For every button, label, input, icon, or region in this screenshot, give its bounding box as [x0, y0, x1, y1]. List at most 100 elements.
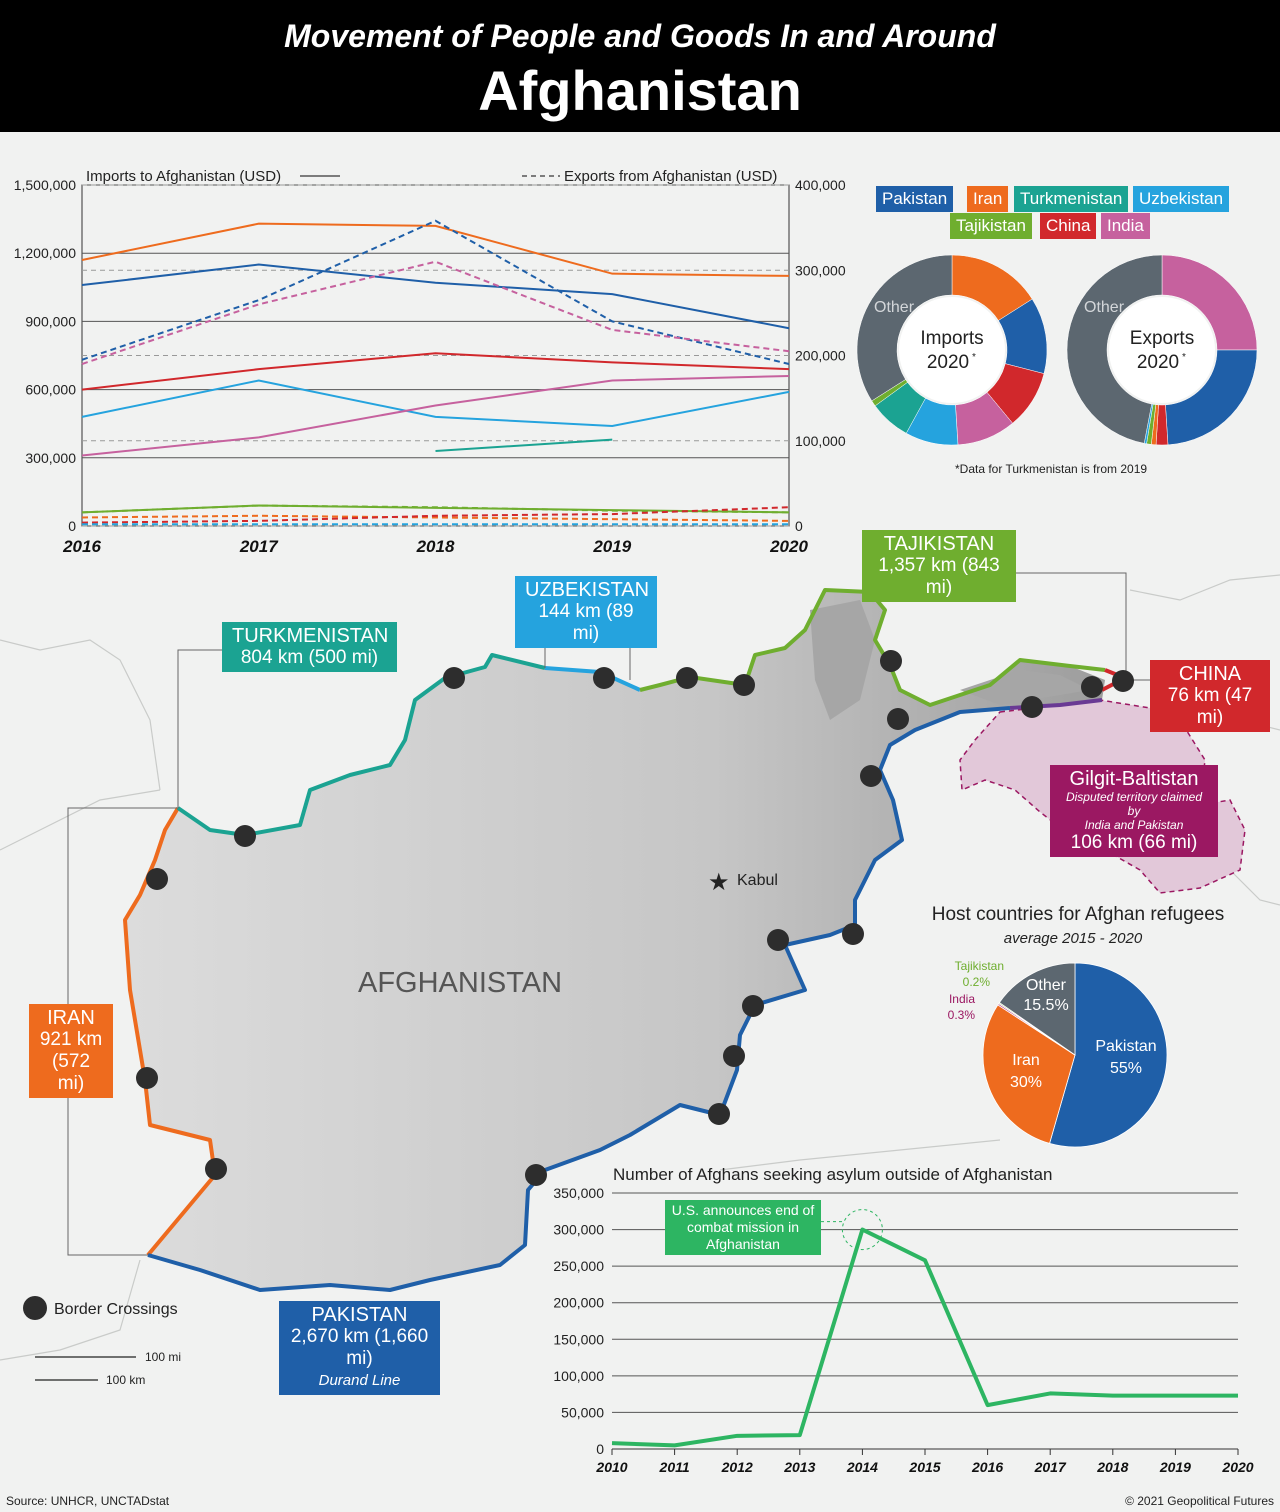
imports-asterisk: *	[972, 352, 976, 363]
imports-line-uzbekistan	[81, 379, 790, 427]
label-turkmenistan: TURKMENISTAN 804 km (500 mi)	[222, 622, 397, 672]
pakistan-name: PAKISTAN	[311, 1304, 408, 1326]
turkmenistan-name: TURKMENISTAN	[232, 625, 389, 647]
crossing-dot	[443, 667, 465, 689]
iran-dist-mi: (572 mi)	[51, 1051, 91, 1094]
crossing-dot	[767, 929, 789, 951]
y-right-tick: 400,000	[795, 177, 846, 193]
refugee-title: Host countries for Afghan refugees	[931, 904, 1225, 925]
mountain-texture	[810, 600, 1090, 720]
refugee-slice-other	[998, 962, 1076, 1056]
asylum-x-tick: 2020	[1221, 1459, 1253, 1475]
uzbekistan-dist: 144 km (89 mi)	[538, 601, 634, 644]
crossing-dot	[708, 1103, 730, 1125]
refugee-value-other: 15.5%	[1023, 997, 1068, 1014]
legend-exports-label: Exports from Afghanistan (USD)	[564, 168, 777, 185]
refugee-pie: Pakistan 55% Iran 30% Other 15.5% Tajikistan 0.…	[948, 959, 1168, 1148]
refugee-value-iran: 30%	[1010, 1074, 1042, 1091]
asylum-annotation: U.S. announces end of combat mission in …	[665, 1200, 821, 1255]
asylum-y-tick: 100,000	[553, 1368, 604, 1384]
refugee-subtitle: average 2015 - 2020	[1003, 930, 1143, 947]
gilgit-note-2: India and Pakistan	[1084, 818, 1184, 832]
legend-imports-label: Imports to Afghanistan (USD)	[86, 168, 281, 185]
crossing-dot	[1081, 676, 1103, 698]
crossing-dot	[234, 825, 256, 847]
y-left-tick: 1,500,000	[14, 177, 76, 193]
crossing-dot	[723, 1045, 745, 1067]
crossing-dot	[593, 667, 615, 689]
crossing-dot	[887, 708, 909, 730]
refugee-value-india: 0.3%	[948, 1008, 976, 1022]
label-china: CHINA 76 km (47 mi)	[1150, 660, 1270, 732]
crossing-dot	[1021, 696, 1043, 718]
trade-chart: 0 300,000 600,000 900,000 1,200,000 1,500,000…	[14, 168, 846, 556]
imports-line-iran	[81, 222, 790, 277]
kabul-star-icon: ★	[708, 869, 730, 896]
asylum-x-tick: 2017	[1034, 1459, 1067, 1475]
scale-mi-label: 100 mi	[145, 1350, 181, 1364]
asylum-x-tick: 2013	[783, 1459, 815, 1475]
exports-line-india	[81, 260, 790, 365]
crossing-dot	[205, 1158, 227, 1180]
crossing-dot	[1112, 670, 1134, 692]
refugee-slice-pakistan	[1049, 962, 1168, 1148]
exports-line-iran	[81, 514, 790, 522]
annotation-line-1: U.S. announces end of	[671, 1202, 815, 1218]
pie-legend-uzbekistan: Uzbekistan	[1133, 186, 1230, 212]
gilgit-name: Gilgit-Baltistan	[1069, 768, 1199, 790]
imports-center-label: Imports	[920, 328, 983, 349]
exports-line-china	[81, 506, 790, 524]
y-left-tick: 0	[68, 518, 76, 534]
asylum-y-tick: 0	[596, 1441, 604, 1457]
crossing-legend-label: Border Crossings	[54, 1301, 178, 1318]
border-iran	[123, 806, 217, 1257]
crossing-dot	[742, 995, 764, 1017]
asylum-x-tick: 2012	[721, 1459, 753, 1475]
annotation-line-2: combat mission in	[686, 1219, 800, 1235]
asylum-chart: 0 50,000 100,000 150,000 200,000 250,000 300,0…	[553, 1185, 1253, 1475]
imports-line-china	[81, 352, 790, 391]
refugee-label-iran: Iran	[1012, 1052, 1040, 1069]
source-note: Source: UNHCR, UNCTADstat	[6, 1494, 170, 1508]
turkmenistan-dist: 804 km (500 mi)	[240, 647, 379, 668]
asylum-x-tick: 2016	[971, 1459, 1003, 1475]
pie-legend-tajikistan: Tajikistan	[950, 213, 1032, 239]
pie-legend-india: India	[1101, 213, 1150, 239]
pie-legend-turkmenistan: Turkmenistan	[1014, 186, 1129, 212]
x-tick: 2016	[62, 537, 101, 556]
asylum-y-tick: 50,000	[561, 1404, 604, 1420]
iran-name: IRAN	[47, 1007, 95, 1029]
copyright-note: © 2021 Geopolitical Futures	[1125, 1494, 1274, 1508]
y-left-tick: 300,000	[25, 450, 76, 466]
refugee-label-other: Other	[1026, 977, 1067, 994]
asylum-y-tick: 300,000	[553, 1222, 604, 1238]
label-uzbekistan: UZBEKISTAN 144 km (89 mi)	[515, 576, 657, 648]
y-right-tick: 0	[795, 518, 803, 534]
country-label: AFGHANISTAN	[358, 967, 562, 999]
exports-other-label: Other	[1084, 299, 1125, 316]
y-right-tick: 200,000	[795, 348, 846, 364]
pakistan-dist: 2,670 km (1,660 mi)	[290, 1326, 429, 1369]
asylum-x-tick: 2014	[846, 1459, 878, 1475]
iran-dist-km: 921 km	[39, 1029, 103, 1050]
label-gilgit-baltistan: Gilgit-Baltistan Disputed territory clai…	[1050, 765, 1218, 857]
annotation-line-3: Afghanistan	[706, 1236, 780, 1252]
asylum-y-tick: 150,000	[553, 1331, 604, 1347]
pie-legend-pakistan: Pakistan	[876, 186, 954, 212]
imports-donut-slice-other	[856, 254, 953, 402]
imports-center-year: 2020	[927, 352, 969, 373]
y-left-tick: 900,000	[25, 313, 76, 329]
exports-line-tajikistan	[81, 504, 790, 514]
asylum-x-tick: 2011	[659, 1459, 690, 1475]
asylum-x-tick: 2010	[595, 1459, 627, 1475]
header-subtitle: Movement of People and Goods In and Arou…	[284, 18, 996, 54]
uzbekistan-name: UZBEKISTAN	[525, 579, 650, 601]
y-right-tick: 300,000	[795, 262, 846, 278]
header: Movement of People and Goods In and Arou…	[0, 0, 1280, 132]
asylum-x-tick: 2015	[908, 1459, 940, 1475]
annotation-circle	[841, 1209, 883, 1251]
asylum-x-tick: 2018	[1096, 1459, 1128, 1475]
y-left-tick: 600,000	[25, 382, 76, 398]
